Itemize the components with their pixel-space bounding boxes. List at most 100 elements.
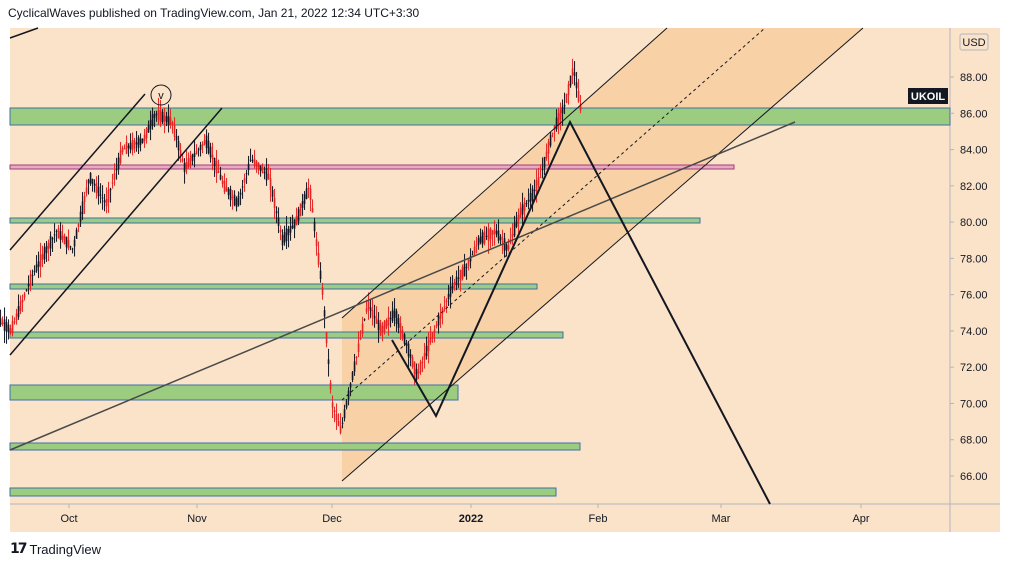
symbol-badge-bg[interactable] <box>908 88 948 104</box>
candle-body <box>453 282 456 286</box>
candle-body <box>511 233 514 238</box>
candle-body <box>491 230 494 236</box>
candle-body <box>525 203 528 205</box>
candle-body <box>485 235 488 237</box>
candle-body <box>475 245 478 247</box>
pink-zone-83 <box>9 164 735 170</box>
candle-body <box>197 149 200 151</box>
candle-body <box>425 345 428 357</box>
tradingview-logo[interactable]: 17 TradingView <box>10 541 101 557</box>
candle-body <box>19 301 22 312</box>
candle-body <box>243 178 246 183</box>
candle-body <box>275 211 278 214</box>
candle-body <box>369 307 372 311</box>
candle-body <box>55 230 58 232</box>
candle-body <box>311 208 314 213</box>
symbol-badge: UKOIL <box>911 91 946 103</box>
candle-body <box>279 229 282 233</box>
candle-body <box>69 246 72 248</box>
candlesticks <box>0 58 582 435</box>
candle-body <box>207 140 210 154</box>
candle-body <box>417 371 420 374</box>
candle-body <box>481 232 484 245</box>
candle-body <box>219 174 222 180</box>
candle-body <box>71 248 74 250</box>
candle-body <box>229 188 232 201</box>
candle-body <box>317 252 320 265</box>
candle-body <box>451 285 454 289</box>
candle-body <box>537 177 540 186</box>
candle-body <box>177 140 180 151</box>
candle-body <box>323 310 326 317</box>
candle-body <box>447 293 450 300</box>
candle-body <box>297 209 300 222</box>
candle-body <box>433 329 436 332</box>
candle-body <box>203 140 206 145</box>
candle-body <box>365 308 368 312</box>
candle-body <box>265 168 268 181</box>
price-axis[interactable]: 88.00 86.00 84.00 82.00 80.00 78.00 76.00 74.00… <box>950 72 988 483</box>
candle-body <box>325 331 328 344</box>
wave-label-v: v <box>158 90 164 102</box>
candle-body <box>57 228 60 239</box>
candle-body <box>533 189 536 191</box>
candle-body <box>341 422 344 424</box>
candle-body <box>569 75 572 86</box>
candle-body <box>107 189 110 203</box>
candle-body <box>221 180 224 184</box>
time-axis[interactable]: Oct Nov Dec 2022 Feb Mar Apr <box>60 504 870 525</box>
candle-body <box>469 256 472 262</box>
candle-body <box>489 228 492 240</box>
candle-body <box>101 197 104 199</box>
candle-body <box>131 140 134 151</box>
candle-body <box>379 323 382 336</box>
candle-body <box>209 146 212 158</box>
candle-body <box>253 158 256 166</box>
candle-body <box>141 138 144 143</box>
candle-body <box>53 234 56 236</box>
early-channel-upper <box>9 93 146 251</box>
candle-body <box>459 269 462 281</box>
candle-body <box>321 287 324 295</box>
candle-body <box>235 198 238 208</box>
candle-body <box>117 157 120 169</box>
candle-body <box>255 161 258 168</box>
candle-body <box>557 112 560 126</box>
publish-info: CyclicalWaves published on TradingView.c… <box>8 6 420 20</box>
candle-body <box>205 135 208 149</box>
candle-body <box>331 402 334 408</box>
candle-body <box>211 154 214 160</box>
currency-label: USD <box>962 37 985 49</box>
candle-body <box>269 178 272 190</box>
candle-body <box>411 357 414 367</box>
candle-body <box>319 270 322 279</box>
candle-body <box>567 83 570 96</box>
candle-body <box>237 195 240 206</box>
candle-body <box>29 274 32 286</box>
price-tick-label: 82.00 <box>960 181 988 193</box>
candle-body <box>169 117 172 126</box>
candle-body <box>35 264 38 272</box>
candle-body <box>539 176 542 178</box>
candle-body <box>353 361 356 372</box>
candle-body <box>83 196 86 203</box>
currency-box[interactable] <box>959 33 989 51</box>
candle-body <box>125 142 128 154</box>
candle-body <box>307 187 310 190</box>
candle-body <box>137 137 140 148</box>
candle-body <box>541 169 544 171</box>
candle-body <box>389 318 392 320</box>
candle-body <box>429 337 432 343</box>
candle-body <box>415 368 418 380</box>
candle-body <box>119 150 122 163</box>
zone-80 <box>9 217 701 224</box>
candle-body <box>109 188 112 191</box>
candle-body <box>171 122 174 125</box>
candle-body <box>563 104 566 107</box>
candle-body <box>257 162 260 170</box>
candle-body <box>515 220 518 227</box>
candle-body <box>189 155 192 166</box>
candle-body <box>223 180 226 193</box>
candle-body <box>239 192 242 195</box>
